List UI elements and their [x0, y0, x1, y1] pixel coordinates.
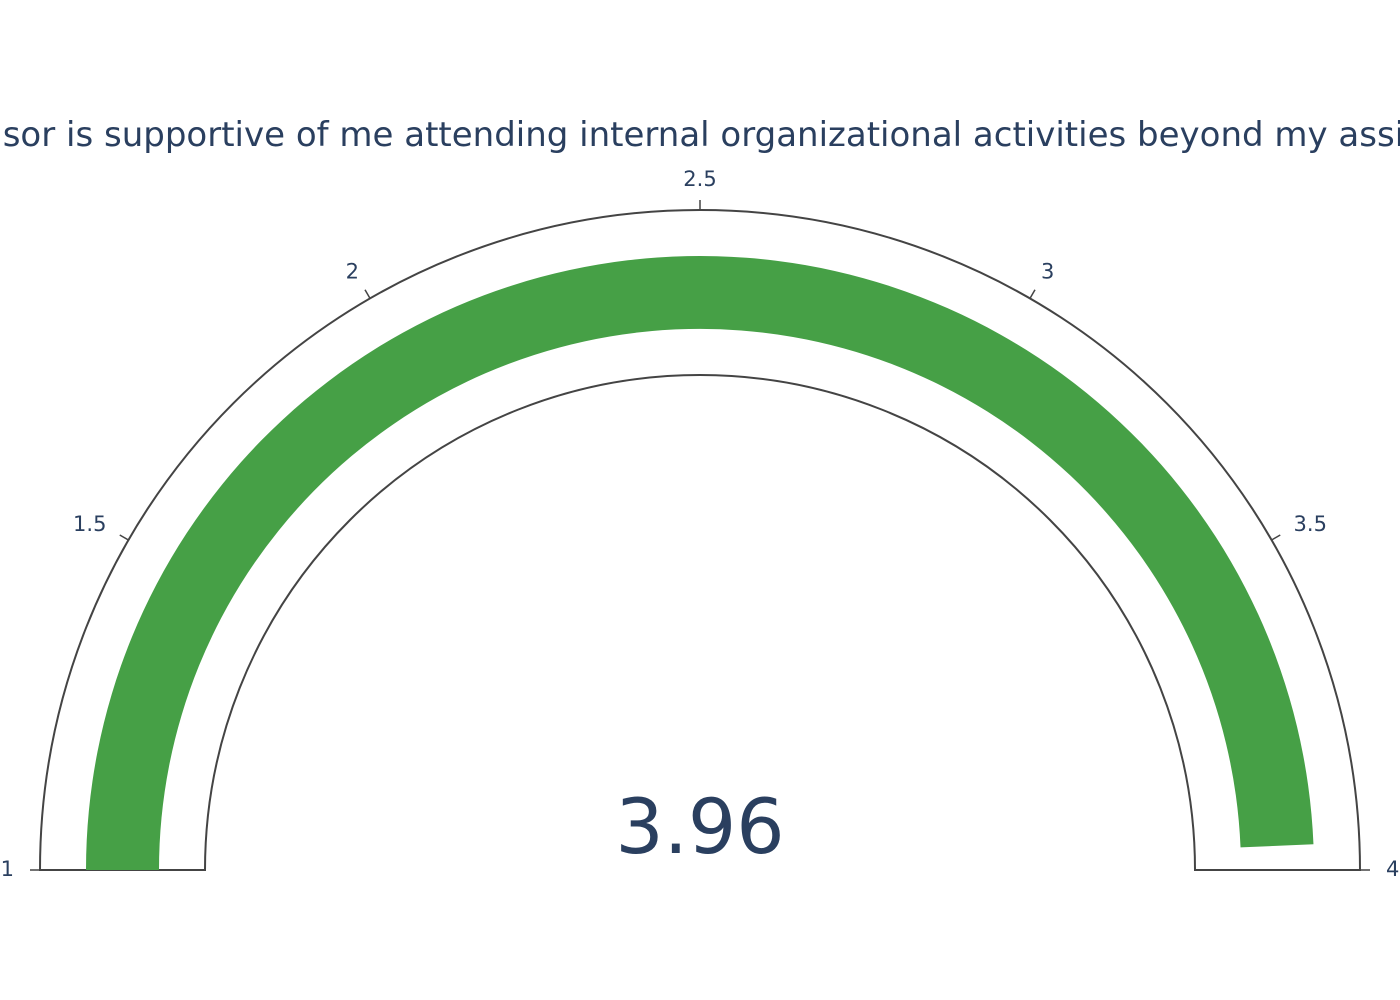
gauge-value: 3.96 [615, 782, 784, 871]
tick-label: 2 [346, 259, 359, 283]
chart-title: My supervisor is supportive of me attend… [0, 115, 1400, 155]
tick-group: 1 1.5 2 2.5 3 3.5 4 [1, 167, 1400, 881]
gauge-bar [86, 256, 1314, 870]
tick-label: 3.5 [1294, 512, 1327, 536]
tick-mark [1271, 534, 1281, 541]
tick-mark [364, 289, 371, 299]
gauge-outline [38, 209, 1362, 871]
tick-label: 1 [1, 857, 14, 881]
tick-label: 2.5 [683, 167, 716, 191]
tick-mark [119, 534, 129, 541]
tick-label: 4 [1386, 857, 1399, 881]
tick-mark [1029, 289, 1036, 299]
tick-label: 3 [1041, 259, 1054, 283]
tick-label: 1.5 [73, 512, 106, 536]
